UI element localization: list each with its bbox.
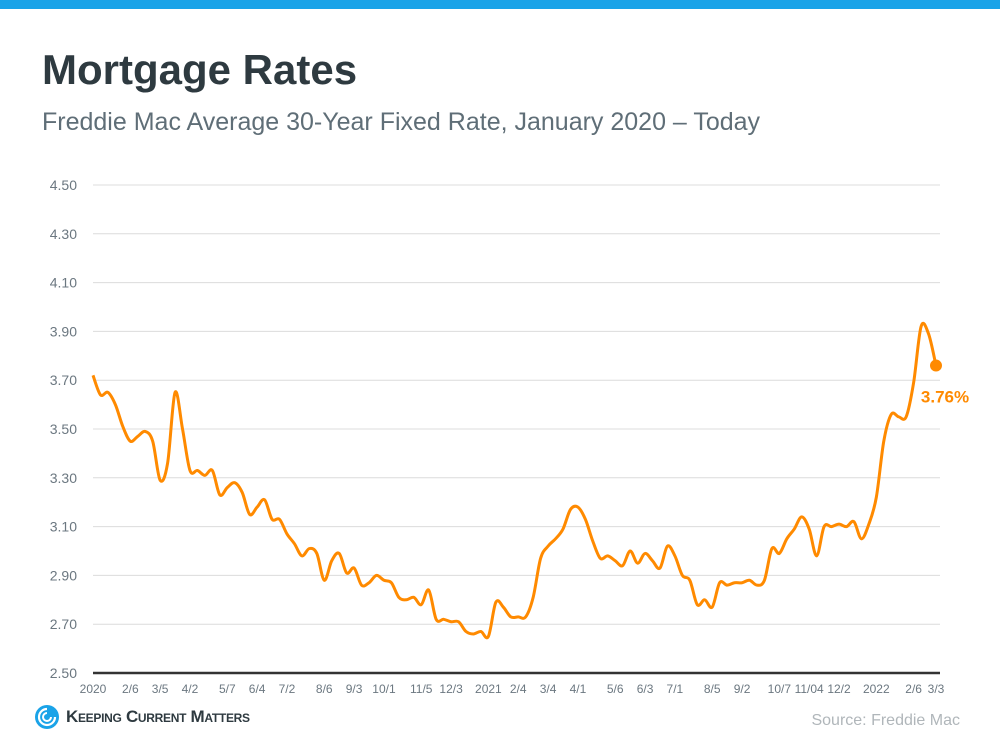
x-tick-label: 6/4 [249, 682, 266, 696]
x-tick-label: 9/2 [734, 682, 751, 696]
x-tick-label: 10/1 [372, 682, 396, 696]
x-tick-label: 6/3 [637, 682, 654, 696]
y-tick-label: 2.50 [50, 665, 77, 681]
x-tick-label: 2/4 [510, 682, 527, 696]
y-tick-label: 3.50 [50, 421, 77, 437]
x-tick-label: 7/2 [279, 682, 296, 696]
x-tick-label: 2022 [863, 682, 890, 696]
x-tick-label: 4/2 [182, 682, 199, 696]
chart-subtitle: Freddie Mac Average 30-Year Fixed Rate, … [42, 108, 761, 136]
page-title: Mortgage Rates [42, 46, 358, 93]
x-tick-label: 4/1 [570, 682, 587, 696]
x-tick-label: 11/04 [795, 682, 824, 696]
y-tick-label: 3.30 [50, 470, 77, 486]
logo-text: Keeping Current Matters [66, 707, 250, 726]
x-tick-label: 7/1 [667, 682, 684, 696]
x-tick-label: 3/5 [152, 682, 169, 696]
y-tick-label: 3.70 [50, 372, 77, 388]
x-tick-label: 5/6 [607, 682, 624, 696]
x-tick-label: 2/6 [122, 682, 139, 696]
x-tick-label: 8/6 [316, 682, 333, 696]
source-note: Source: Freddie Mac [811, 712, 960, 729]
x-tick-label: 12/2 [827, 682, 851, 696]
y-tick-label: 3.10 [50, 519, 77, 535]
x-tick-label: 2020 [80, 682, 107, 696]
x-tick-label: 12/3 [439, 682, 463, 696]
x-tick-label: 2021 [475, 682, 502, 696]
y-tick-label: 3.90 [50, 323, 77, 339]
x-tick-label: 8/5 [704, 682, 721, 696]
y-tick-label: 4.50 [50, 177, 77, 193]
x-tick-label: 10/7 [768, 682, 792, 696]
x-tick-label: 2/6 [905, 682, 922, 696]
x-tick-label: 3/4 [540, 682, 557, 696]
logo: Keeping Current Matters [34, 704, 250, 730]
y-tick-label: 2.90 [50, 567, 77, 583]
y-tick-label: 4.30 [50, 226, 77, 242]
y-tick-label: 4.10 [50, 275, 77, 291]
x-tick-label: 11/5 [410, 682, 433, 696]
logo-swirl-icon [35, 705, 59, 729]
y-tick-label: 2.70 [50, 616, 77, 632]
endpoint-marker [930, 359, 942, 372]
x-tick-label: 3/3 [928, 682, 945, 696]
top-accent-bar [0, 0, 1000, 9]
rate-line [91, 321, 938, 640]
endpoint-label: 3.76% [921, 388, 969, 407]
x-tick-label: 9/3 [346, 682, 363, 696]
x-tick-label: 5/7 [219, 682, 236, 696]
